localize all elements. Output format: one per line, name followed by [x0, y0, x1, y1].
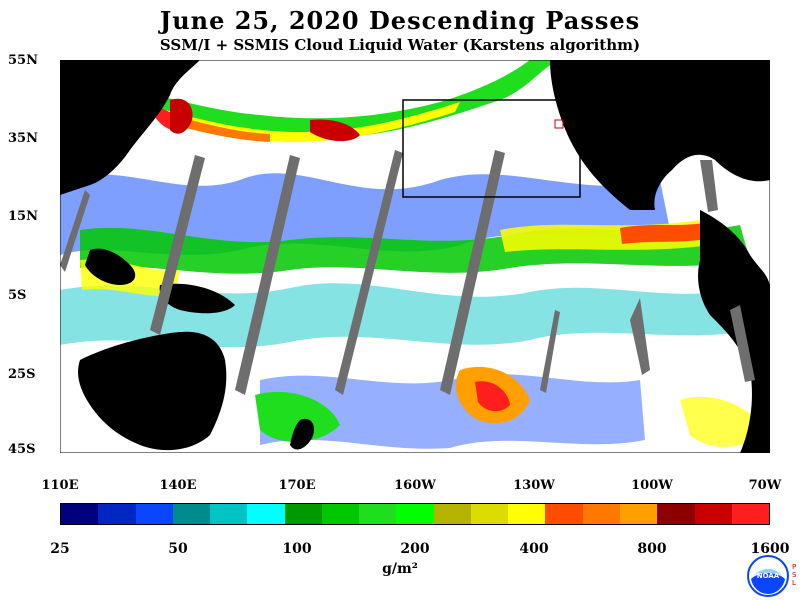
map-subtitle: SSM/I + SSMIS Cloud Liquid Water (Karste…	[159, 36, 641, 54]
land-south-america	[698, 210, 770, 453]
colorbar-swatch	[135, 504, 173, 524]
colorbar-tick-25: 25	[50, 541, 70, 557]
colorbar-swatch	[321, 504, 360, 524]
colorbar-swatch	[210, 504, 248, 524]
colorbar-swatch	[470, 504, 509, 524]
lat-label-15n: 15N	[8, 209, 38, 224]
lon-label-140e: 140E	[159, 478, 197, 493]
lat-label-45s: 45S	[8, 442, 36, 457]
colorbar-swatch	[657, 504, 695, 524]
colorbar-tick-50: 50	[168, 541, 188, 557]
colorbar-swatch	[396, 504, 434, 524]
land-north-america	[550, 60, 770, 210]
colorbar-swatch	[508, 504, 546, 524]
land-new-guinea	[159, 283, 235, 314]
colorbar-swatch	[545, 504, 583, 524]
marker-box	[554, 119, 564, 129]
colorbar-units: g/m²	[382, 561, 418, 577]
colorbar	[60, 503, 770, 525]
colorbar-swatch	[172, 504, 211, 524]
colorbar-tick-400: 400	[519, 541, 549, 557]
colorbar-swatch	[98, 504, 136, 524]
colorbar-swatch	[433, 504, 471, 524]
land-masses	[60, 60, 770, 453]
colorbar-tick-800: 800	[637, 541, 667, 557]
lon-label-130w: 130W	[513, 478, 555, 493]
lat-label-5s: 5S	[8, 288, 27, 303]
colorbar-swatch	[731, 504, 770, 524]
land-japan	[170, 98, 193, 134]
land-maritime-continent	[85, 248, 136, 285]
colorbar-swatch	[284, 504, 322, 524]
colorbar-tick-1600: 1600	[750, 541, 790, 557]
noaa-logo-icon: NOAA	[747, 555, 789, 597]
lon-label-70w: 70W	[748, 478, 782, 493]
colorbar-swatch	[61, 504, 99, 524]
colorbar-swatch	[359, 504, 397, 524]
swath-gaps	[60, 150, 755, 395]
land-new-zealand	[290, 418, 315, 450]
lon-label-100w: 100W	[631, 478, 673, 493]
lat-label-35n: 35N	[8, 131, 38, 146]
lat-label-25s: 25S	[8, 367, 36, 382]
lon-label-110e: 110E	[41, 478, 79, 493]
land-australia	[78, 331, 227, 451]
storm-south	[255, 366, 765, 447]
lat-label-55n: 55N	[8, 53, 38, 68]
lon-label-170e: 170E	[278, 478, 316, 493]
svg-text:NOAA: NOAA	[757, 572, 780, 580]
land-asia	[60, 60, 200, 195]
cloud-liquid-water-map	[60, 60, 770, 453]
colorbar-swatch	[694, 504, 732, 524]
colorbar-swatch	[619, 504, 658, 524]
focus-region-box	[402, 99, 581, 198]
itcz-band	[80, 220, 750, 297]
colorbar-swatch	[247, 504, 285, 524]
map-title: June 25, 2020 Descending Passes	[159, 6, 641, 35]
colorbar-tick-100: 100	[282, 541, 312, 557]
colorbar-swatch	[582, 504, 620, 524]
lon-label-160w: 160W	[394, 478, 436, 493]
colorbar-tick-200: 200	[400, 541, 430, 557]
